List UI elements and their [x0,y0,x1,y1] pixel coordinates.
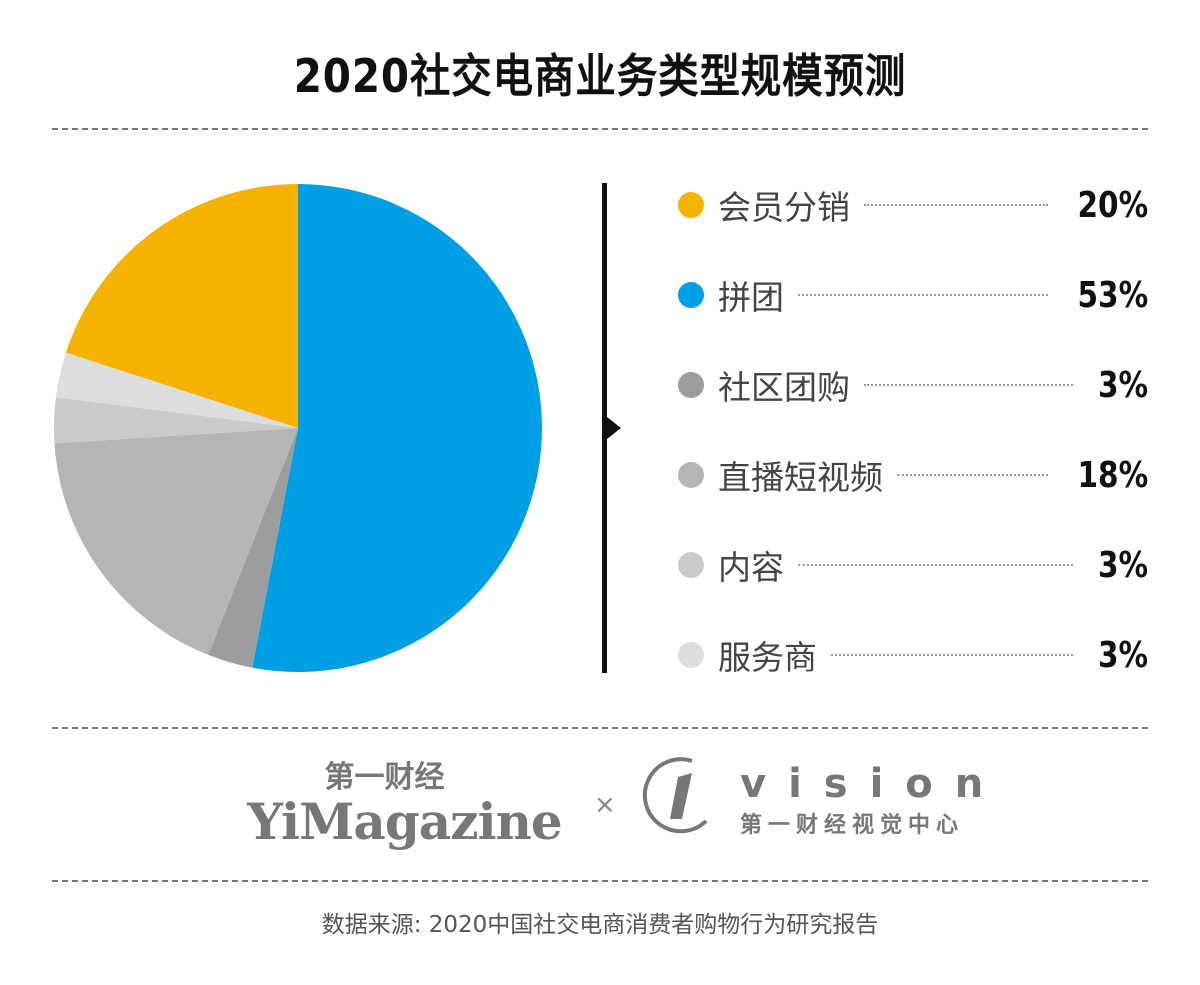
legend-label: 内容 [718,548,784,587]
divider [52,128,1148,130]
legend-label: 直播短视频 [718,458,883,497]
legend-value: 18% [1077,454,1148,496]
legend-dot-icon [678,462,704,488]
vision-emblem-icon [642,757,708,834]
yimagazine-logo: 第一财经 YiMagazine [232,752,577,848]
pie-slice-5 [54,397,298,444]
pie-slice-2 [252,184,542,672]
divider [52,727,1148,729]
legend-value: 20% [1077,184,1148,226]
pie-slice-6 [55,352,298,428]
leader-line [798,564,1073,566]
pointer-icon [607,417,621,439]
pie-slice-3 [208,428,298,668]
legend-item: 内容 3% [678,543,1148,587]
legend-label: 会员分销 [718,188,850,227]
legend-item: 会员分销 20% [678,183,1148,227]
vision-text: vision [740,761,1006,807]
times-sign: × [594,790,616,820]
source-note: 数据来源: 2020中国社交电商消费者购物行为研究报告 [321,912,879,938]
chart-title: 2020社交电商业务类型规模预测 [293,49,907,103]
leader-line [831,654,1073,656]
pie-chart [54,184,542,672]
vision-text-cn: 第一财经视觉中心 [740,813,965,838]
legend-dot-icon [678,372,704,398]
leader-line [897,474,1048,476]
legend-bar [602,183,607,673]
legend-value: 3% [1097,634,1148,676]
pie-slice-1 [65,184,299,428]
pie-slice-4 [54,428,299,655]
logo-text-cn: 第一财经 [324,760,445,795]
leader-line [864,204,1048,206]
legend-dot-icon [678,642,704,668]
legend-dot-icon [678,192,704,218]
legend-item: 拼团 53% [678,273,1148,317]
legend-item: 服务商 3% [678,633,1148,677]
legend-value: 3% [1097,544,1148,586]
legend-item: 直播短视频 18% [678,453,1148,497]
divider [52,880,1148,882]
legend-item: 社区团购 3% [678,363,1148,407]
leader-line [798,294,1048,296]
legend-value: 53% [1077,274,1148,316]
legend-label: 社区团购 [718,368,850,407]
legend-dot-icon [678,552,704,578]
legend-dot-icon [678,282,704,308]
legend-value: 3% [1097,364,1148,406]
leader-line [864,384,1073,386]
logo-text-en: YiMagazine [247,792,562,851]
legend-label: 拼团 [718,278,784,317]
legend-label: 服务商 [718,638,817,677]
